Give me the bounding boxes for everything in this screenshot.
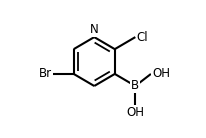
Text: B: B <box>131 79 139 92</box>
Text: N: N <box>90 23 99 36</box>
Text: OH: OH <box>126 106 144 119</box>
Text: Br: Br <box>39 67 52 80</box>
Text: OH: OH <box>152 67 170 80</box>
Text: Cl: Cl <box>136 31 148 44</box>
